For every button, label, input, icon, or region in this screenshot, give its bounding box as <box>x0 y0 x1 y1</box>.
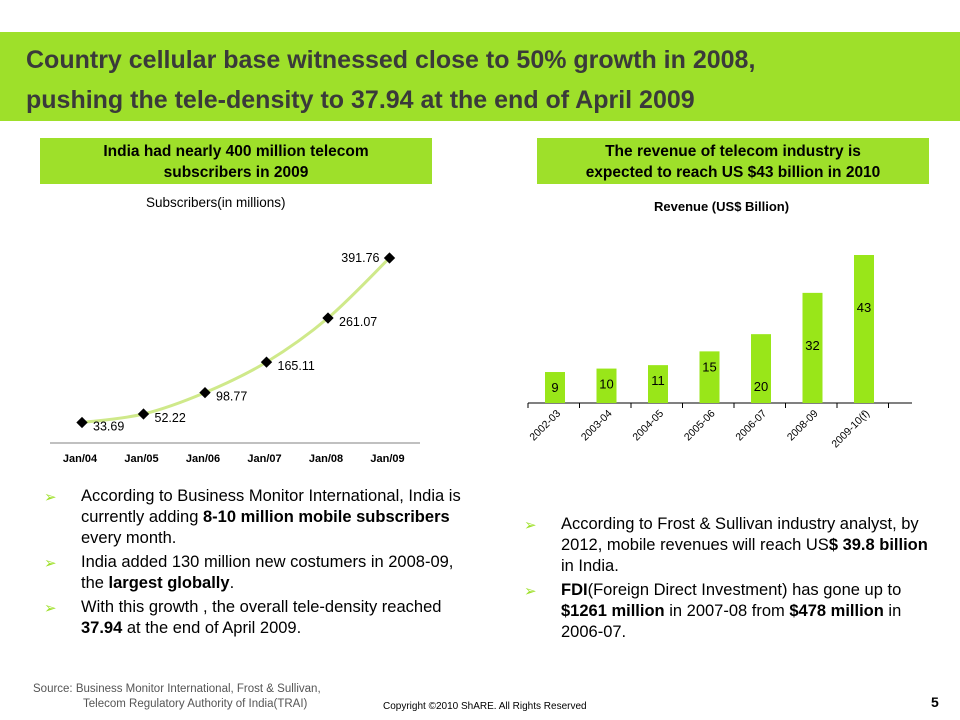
bar-chart-x-tick-label: 2004-05 <box>630 408 666 444</box>
arrow-bullet-icon: ➢ <box>524 515 537 536</box>
bullet-text: FDI <box>561 581 588 599</box>
line-chart-data-label: 52.22 <box>155 411 186 425</box>
bar-chart-bar <box>854 255 874 403</box>
left-bullet-3: ➢ With this growth , the overall tele-den… <box>38 597 468 639</box>
bullet-text: (Foreign Direct Investment) has gone up … <box>588 581 902 599</box>
left-bullet-1: ➢ According to Business Monitor Internati… <box>38 486 468 549</box>
page-number: 5 <box>931 694 939 710</box>
left-bullet-list: ➢ According to Business Monitor Internati… <box>38 486 468 642</box>
bar-chart-x-tick-label: 2003-04 <box>579 408 615 444</box>
bullet-text: in India. <box>561 557 619 575</box>
bullet-text: With this growth , the overall tele-dens… <box>81 598 441 616</box>
line-chart-data-label: 391.76 <box>341 251 379 265</box>
bullet-text: $1261 million <box>561 602 665 620</box>
bullet-text: at the end of April 2009. <box>122 619 301 637</box>
right-bullet-list: ➢ According to Frost & Sullivan industry … <box>518 514 938 646</box>
bar-chart-x-tick-label: 2008-09 <box>785 408 821 444</box>
source-note: Source: Business Monitor International, … <box>33 682 321 712</box>
bar-chart-x-tick-label: 2009-10(f) <box>829 408 872 451</box>
right-bullet-2: ➢ FDI(Foreign Direct Investment) has gone… <box>518 580 938 643</box>
arrow-bullet-icon: ➢ <box>44 487 57 508</box>
bar-chart-data-label: 11 <box>651 373 665 388</box>
right-bullet-1: ➢ According to Frost & Sullivan industry … <box>518 514 938 577</box>
source-line-2: Telecom Regulatory Authority of India(TR… <box>33 697 321 712</box>
bar-chart-data-label: 9 <box>551 380 558 395</box>
bar-chart-data-label: 20 <box>754 379 768 394</box>
line-chart-x-tick-label: Jan/06 <box>186 453 220 465</box>
bullet-text: 8-10 million mobile subscribers <box>203 508 450 526</box>
arrow-bullet-icon: ➢ <box>44 553 57 574</box>
bullet-text: largest globally <box>109 574 230 592</box>
bar-chart-data-label: 15 <box>702 359 716 374</box>
line-chart-data-label: 261.07 <box>339 315 377 329</box>
bar-chart-data-label: 32 <box>805 338 819 353</box>
line-chart-x-tick-label: Jan/09 <box>370 453 404 465</box>
line-chart-data-label: 165.11 <box>278 359 315 373</box>
line-chart-point <box>76 417 87 428</box>
line-chart-point <box>138 408 149 419</box>
bullet-text: . <box>230 574 235 592</box>
line-chart-x-tick-label: Jan/04 <box>63 453 98 465</box>
bar-chart-data-label: 10 <box>599 377 613 392</box>
bullet-text: $ 39.8 billion <box>829 536 928 554</box>
bullet-text: 37.94 <box>81 619 122 637</box>
line-chart-data-label: 33.69 <box>93 420 124 434</box>
line-chart-point <box>199 387 210 398</box>
line-chart-x-tick-label: Jan/07 <box>247 453 281 465</box>
bar-chart-x-tick-label: 2006-07 <box>733 408 769 444</box>
source-line-1: Source: Business Monitor International, … <box>33 682 321 697</box>
bar-chart-x-tick-label: 2005-06 <box>682 408 718 444</box>
line-chart-x-tick-label: Jan/05 <box>124 453 158 465</box>
copyright: Copyright ©2010 ShARE. All Rights Reserv… <box>383 701 587 712</box>
left-bullet-2: ➢ India added 130 million new costumers i… <box>38 552 468 594</box>
bullet-text: in 2007-08 from <box>665 602 790 620</box>
bar-chart-data-label: 43 <box>857 300 871 315</box>
bullet-text: every month. <box>81 529 176 547</box>
arrow-bullet-icon: ➢ <box>524 581 537 602</box>
bar-chart-x-tick-label: 2002-03 <box>527 408 563 444</box>
line-chart-data-label: 98.77 <box>216 390 247 404</box>
bullet-text: $478 million <box>789 602 883 620</box>
arrow-bullet-icon: ➢ <box>44 598 57 619</box>
line-chart-x-tick-label: Jan/08 <box>309 453 343 465</box>
